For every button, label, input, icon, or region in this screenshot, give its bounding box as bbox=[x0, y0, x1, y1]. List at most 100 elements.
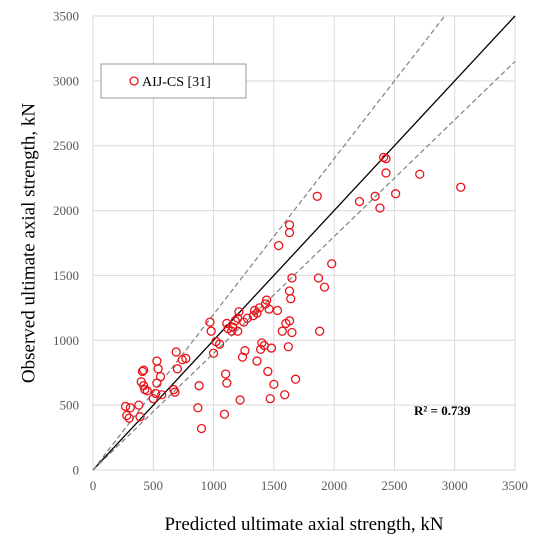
data-point bbox=[283, 342, 293, 352]
y-tick-label: 3000 bbox=[53, 73, 79, 88]
x-tick-label: 2500 bbox=[381, 478, 407, 493]
data-point bbox=[315, 326, 325, 336]
x-tick-label: 3000 bbox=[442, 478, 468, 493]
reference-lines bbox=[92, 15, 516, 471]
data-point bbox=[284, 316, 295, 326]
data-point bbox=[138, 365, 149, 375]
data-point bbox=[237, 352, 248, 362]
data-point bbox=[219, 409, 230, 419]
data-point bbox=[327, 259, 337, 269]
data-point bbox=[125, 403, 136, 413]
data-point bbox=[157, 390, 167, 400]
data-point bbox=[381, 168, 391, 178]
data-point bbox=[196, 423, 207, 434]
data-point bbox=[194, 381, 204, 391]
x-tick-labels: 0 500 1000 1500 2000 2500 3000 3500 bbox=[90, 478, 528, 493]
x-tick-label: 1500 bbox=[261, 478, 287, 493]
data-point bbox=[151, 388, 161, 399]
data-point bbox=[152, 356, 162, 366]
data-point bbox=[208, 348, 219, 358]
y-tick-label: 2000 bbox=[53, 203, 79, 218]
data-point bbox=[370, 191, 380, 201]
data-point bbox=[242, 313, 252, 323]
data-point bbox=[205, 317, 215, 327]
data-point bbox=[415, 169, 425, 179]
y-tick-label: 500 bbox=[60, 398, 80, 413]
data-point bbox=[375, 203, 385, 213]
plot-area bbox=[92, 15, 516, 471]
data-point bbox=[172, 364, 183, 374]
x-axis-title: Predicted ultimate axial strength, kN bbox=[164, 514, 443, 535]
data-points bbox=[120, 152, 466, 434]
data-point bbox=[284, 227, 295, 238]
data-point bbox=[263, 366, 273, 377]
data-point bbox=[124, 413, 134, 423]
x-tick-label: 3500 bbox=[502, 478, 528, 493]
data-point bbox=[137, 366, 148, 377]
data-point bbox=[252, 356, 262, 366]
data-point bbox=[142, 386, 152, 396]
y-axis-title: Observed ultimate axial strength, kN bbox=[18, 103, 39, 383]
data-point bbox=[227, 326, 237, 336]
y-tick-label: 0 bbox=[73, 463, 80, 478]
legend-label: AIJ-CS [31] bbox=[142, 75, 211, 90]
y-tick-label: 2500 bbox=[53, 138, 79, 153]
data-point bbox=[206, 326, 216, 336]
data-point bbox=[193, 403, 203, 413]
x-tick-label: 2000 bbox=[321, 478, 347, 493]
data-point bbox=[257, 338, 267, 348]
r-squared-annotation: R² = 0.739 bbox=[414, 403, 471, 418]
dashed-bound-line bbox=[92, 60, 516, 471]
x-tick-label: 500 bbox=[144, 478, 164, 493]
data-point bbox=[274, 240, 284, 251]
y-tick-label: 1500 bbox=[53, 268, 79, 283]
data-point bbox=[456, 182, 466, 192]
data-point bbox=[214, 339, 225, 349]
data-point bbox=[220, 369, 231, 379]
y-tick-label: 1000 bbox=[53, 333, 79, 348]
data-point bbox=[135, 412, 145, 422]
data-point bbox=[319, 282, 330, 292]
data-point bbox=[280, 390, 290, 400]
data-point bbox=[284, 286, 295, 296]
data-point bbox=[122, 410, 132, 421]
data-point bbox=[233, 326, 243, 336]
grid-lines bbox=[92, 15, 516, 471]
legend: AIJ-CS [31] bbox=[100, 63, 247, 99]
legend-box bbox=[100, 63, 247, 99]
data-point bbox=[266, 343, 277, 353]
data-point bbox=[235, 395, 245, 405]
data-point bbox=[134, 400, 144, 410]
data-point bbox=[277, 326, 287, 336]
data-point bbox=[354, 196, 365, 207]
data-point bbox=[272, 305, 283, 316]
y-tick-label: 3500 bbox=[53, 9, 79, 24]
data-point bbox=[120, 401, 131, 412]
data-point bbox=[181, 353, 191, 364]
data-point bbox=[249, 305, 260, 316]
data-point bbox=[287, 327, 297, 338]
data-point bbox=[381, 154, 391, 164]
data-point bbox=[148, 394, 158, 404]
data-point bbox=[313, 273, 324, 283]
legend-marker bbox=[129, 76, 139, 86]
data-point bbox=[170, 387, 180, 397]
data-point bbox=[390, 189, 401, 199]
data-point bbox=[222, 378, 232, 388]
data-point bbox=[284, 220, 295, 230]
identity-line bbox=[92, 15, 516, 471]
x-tick-label: 0 bbox=[90, 478, 97, 493]
data-point bbox=[312, 191, 322, 201]
data-point bbox=[269, 379, 279, 390]
data-point bbox=[265, 394, 275, 404]
data-point bbox=[261, 295, 272, 305]
data-point bbox=[290, 374, 301, 384]
data-point bbox=[240, 346, 250, 356]
data-point bbox=[171, 347, 181, 357]
data-point bbox=[286, 294, 296, 304]
data-point bbox=[153, 364, 163, 374]
data-point bbox=[234, 307, 244, 317]
data-point bbox=[155, 371, 166, 382]
data-point bbox=[252, 308, 262, 318]
